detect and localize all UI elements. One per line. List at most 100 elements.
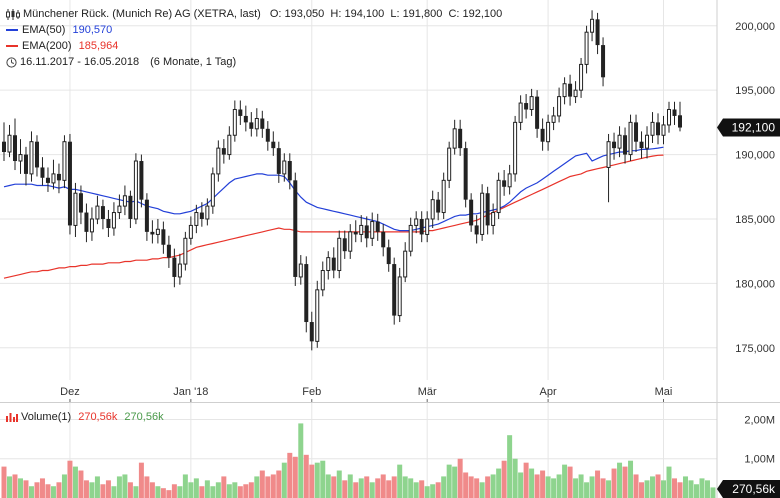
volume-bar-up [182, 474, 188, 498]
candle-body-up [408, 224, 413, 252]
period-detail: (6 Monate, 1 Tag) [150, 56, 237, 68]
candle-body-up [414, 218, 419, 226]
ema50-value: 190,570 [72, 24, 113, 36]
volume-bar-up [512, 458, 518, 498]
volume-tick-label: 1,00M [744, 454, 775, 466]
volume-bar-down [611, 468, 617, 498]
volume-bar-down [237, 486, 243, 498]
volume-bar-down [364, 476, 370, 498]
volume-bar-up [666, 466, 672, 498]
candle-body-down [2, 141, 6, 152]
candle-body-down [458, 128, 463, 149]
volume-bar-up [650, 476, 656, 498]
candle-body-down [353, 231, 358, 235]
volume-bar-up [507, 435, 513, 498]
volume-bar-up [578, 474, 584, 498]
volume-bar-down [199, 486, 205, 498]
volume-bar-down [309, 464, 315, 498]
volume-bar-up [644, 480, 650, 498]
candle-body-down [199, 212, 204, 219]
volume-bar-down [375, 478, 381, 498]
volume-bar-down [342, 480, 348, 498]
candle-body-down [78, 193, 83, 213]
candle-body-up [95, 205, 100, 220]
volume-bar-down [171, 484, 177, 498]
volume-bar-up [17, 478, 23, 498]
volume-bar-up [661, 480, 667, 498]
candle-body-down [260, 118, 265, 129]
x-tick-label: Jan '18 [173, 386, 208, 398]
candle-body-down [419, 218, 424, 235]
candle-body-up [425, 218, 430, 235]
volume-bar-down [1, 466, 7, 498]
volume-bar-up [281, 462, 287, 498]
volume-bar-up [188, 482, 194, 498]
candle-body-up [177, 263, 182, 278]
candle-body-down [568, 83, 573, 97]
volume-bar-up [397, 464, 403, 498]
candlestick-chart-icon[interactable] [6, 8, 20, 20]
candle-body-up [194, 212, 199, 226]
candle-body-down [144, 199, 149, 232]
candle-body-up [562, 83, 567, 98]
candle-body-down [40, 167, 45, 178]
volume-bar-up [452, 466, 458, 498]
volume-bar-up [551, 478, 557, 498]
volume-bar-down [287, 452, 293, 498]
candle-body-down [524, 103, 529, 110]
candle-body-down [56, 173, 61, 181]
candle-body-down [100, 206, 105, 219]
volume-bar-up [155, 486, 161, 498]
candle-body-down [672, 109, 677, 116]
candle-body-down [161, 229, 166, 245]
legend-ema200[interactable]: EMA(200) 185,964 [6, 39, 118, 53]
legend-ema50[interactable]: EMA(50) 190,570 [6, 23, 112, 37]
candle-body-down [23, 154, 28, 174]
ema50-layer [3, 146, 664, 232]
instrument-title: Münchener Rück. (Munich Re) AG (XETRA, l… [23, 8, 261, 20]
volume-bar-up [215, 482, 221, 498]
candle-body-down [678, 115, 682, 128]
candle-body-up [111, 212, 116, 229]
volume-bar-down [138, 462, 144, 498]
volume-bar-down [457, 458, 463, 498]
candle-body-up [518, 102, 523, 123]
candle-body-up [480, 192, 485, 235]
volume-bar-down [540, 470, 546, 498]
volume-bar-up [298, 423, 304, 498]
volume-bar-up [424, 486, 430, 498]
legend-period: 16.11.2017 - 16.05.2018 (6 Monate, 1 Tag… [6, 55, 236, 69]
volume-bar-down [485, 476, 491, 498]
volume-bar-down [105, 480, 111, 498]
candle-body-up [491, 212, 496, 226]
candle-body-down [601, 45, 606, 78]
candle-body-down [304, 264, 309, 323]
candle-body-up [359, 224, 364, 235]
volume-bar-down [435, 482, 441, 498]
candle-body-down [634, 122, 639, 142]
volume-bar-down [391, 476, 397, 498]
volume-bar-up [628, 460, 634, 498]
candle-body-up [18, 154, 23, 162]
volume-bar-up [325, 474, 331, 498]
volume-bar-up [61, 474, 67, 498]
y-tick-label: 185,000 [735, 214, 775, 226]
volume-bar-up [116, 476, 122, 498]
candle-body-up [183, 237, 188, 265]
candle-body-up [370, 221, 375, 239]
volume-value-green: 270,56k [124, 411, 164, 423]
volume-bar-down [100, 484, 106, 498]
candle-body-up [62, 141, 67, 181]
volume-bar-down [386, 480, 392, 498]
candles [2, 10, 682, 351]
candle-body-up [155, 228, 160, 235]
volume-bar-down [166, 490, 172, 498]
volume-bar-up [94, 476, 100, 498]
candle-body-down [436, 199, 441, 213]
ema50-swatch [6, 29, 18, 32]
candle-body-down [364, 225, 369, 239]
candle-body-down [535, 96, 540, 129]
candle-body-down [381, 231, 386, 248]
candle-body-down [249, 122, 254, 129]
